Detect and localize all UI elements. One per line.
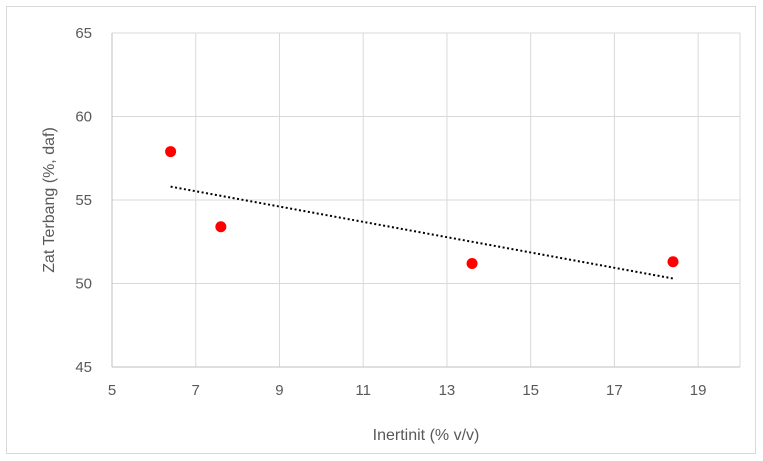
axes — [111, 33, 740, 368]
y-tick-labels: 45 50 55 60 65 — [75, 25, 92, 376]
x-tick-label: 7 — [192, 382, 200, 399]
data-point — [466, 257, 478, 269]
data-point — [667, 256, 679, 268]
y-tick-label: 65 — [75, 25, 92, 42]
data-point — [165, 146, 177, 158]
x-tick-label: 9 — [275, 382, 283, 399]
y-tick-label: 55 — [75, 192, 92, 209]
y-tick-label: 50 — [75, 276, 92, 293]
y-tick-label: 45 — [75, 359, 92, 376]
x-tick-label: 15 — [522, 382, 539, 399]
x-tick-labels: 5 7 9 11 13 15 17 19 — [108, 382, 707, 399]
x-tick-label: 17 — [606, 382, 623, 399]
gridlines — [112, 32, 741, 367]
x-axis-title: Inertinit (% v/v) — [373, 427, 480, 444]
x-tick-label: 19 — [690, 382, 707, 399]
chart-frame — [6, 6, 756, 454]
x-tick-label: 11 — [355, 382, 371, 399]
data-point — [215, 221, 227, 233]
y-tick-label: 60 — [75, 109, 92, 126]
x-tick-label: 5 — [108, 382, 116, 399]
y-axis-title: Zat Terbang (%, daf) — [41, 127, 58, 273]
x-tick-label: 13 — [439, 382, 456, 399]
data-points — [165, 146, 679, 269]
